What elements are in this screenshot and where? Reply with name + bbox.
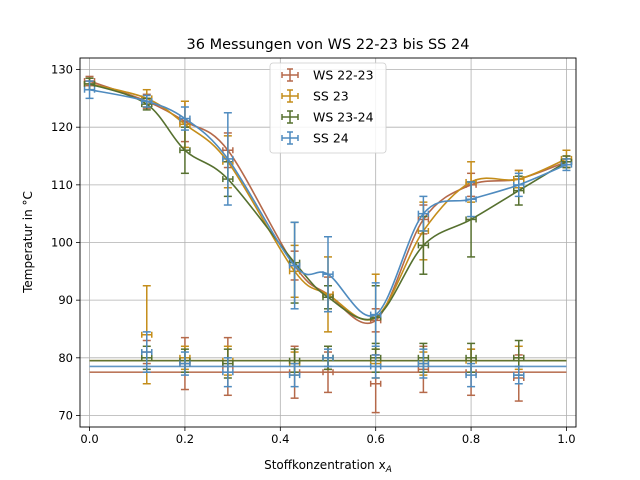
chart-title: 36 Messungen von WS 22-23 bis SS 24 [187, 37, 470, 53]
eutectic-point [513, 365, 525, 385]
data-point [179, 126, 191, 175]
y-tick-label: 90 [58, 293, 73, 307]
y-axis-label: Temperatur in °C [21, 191, 35, 294]
y-tick-label: 110 [51, 178, 73, 192]
x-tick-label: 1.0 [557, 432, 575, 446]
plot-area [83, 75, 573, 414]
eutectic-point [288, 362, 301, 388]
legend-box [269, 62, 387, 154]
x-tick-label: 0.8 [462, 432, 480, 446]
legend-label: SS 23 [313, 89, 349, 104]
legend-entry: SS 23 [281, 89, 349, 104]
eutectic-point [179, 351, 191, 376]
legend-marker [281, 131, 299, 145]
eutectic-point [322, 348, 334, 368]
legend-marker [281, 68, 299, 82]
legend-label: WS 22-23 [313, 68, 374, 83]
y-tick-label: 70 [58, 408, 73, 422]
eutectic-point [369, 354, 382, 379]
series-ss-24 [83, 80, 573, 388]
legend-label: WS 23-24 [313, 110, 374, 125]
data-point [288, 221, 301, 310]
data-point [560, 158, 573, 172]
x-axis-label-subscript: A [385, 465, 392, 475]
eutectic-point [465, 362, 477, 388]
eutectic-point [417, 348, 430, 379]
x-tick-label: 0.6 [367, 432, 385, 446]
legend: WS 22-23 SS 23 WS 23-24 SS 24 [269, 62, 387, 154]
x-tick-label: 0.2 [176, 432, 194, 446]
data-point [369, 282, 382, 348]
data-point [513, 172, 525, 198]
x-tick-label: 0.4 [271, 432, 289, 446]
data-point [322, 235, 334, 313]
data-point [141, 94, 153, 108]
legend-marker [281, 89, 299, 103]
eutectic-point [141, 331, 153, 373]
legend-entry: SS 24 [281, 131, 349, 146]
x-axis-label: Stoffkonzentration xA [264, 458, 392, 475]
data-point [417, 195, 430, 232]
y-tick-label: 80 [58, 351, 73, 365]
data-point [179, 106, 191, 131]
legend-entry: WS 23-24 [281, 110, 374, 125]
legend-entry: WS 22-23 [281, 68, 374, 83]
legend-label: SS 24 [313, 131, 349, 146]
y-tick-label: 130 [51, 63, 73, 77]
x-tick-label: 0.0 [80, 432, 98, 446]
data-point [83, 80, 96, 100]
eutectic-point [222, 357, 234, 388]
data-point [465, 181, 477, 218]
y-tick-label: 100 [51, 236, 73, 250]
y-tick-label: 120 [51, 120, 73, 134]
data-point [222, 112, 234, 206]
ticks: 0.0 0.2 0.4 0.6 0.8 1.0 70 80 90 100 110 120 130 [51, 63, 576, 446]
legend-marker [281, 110, 299, 124]
